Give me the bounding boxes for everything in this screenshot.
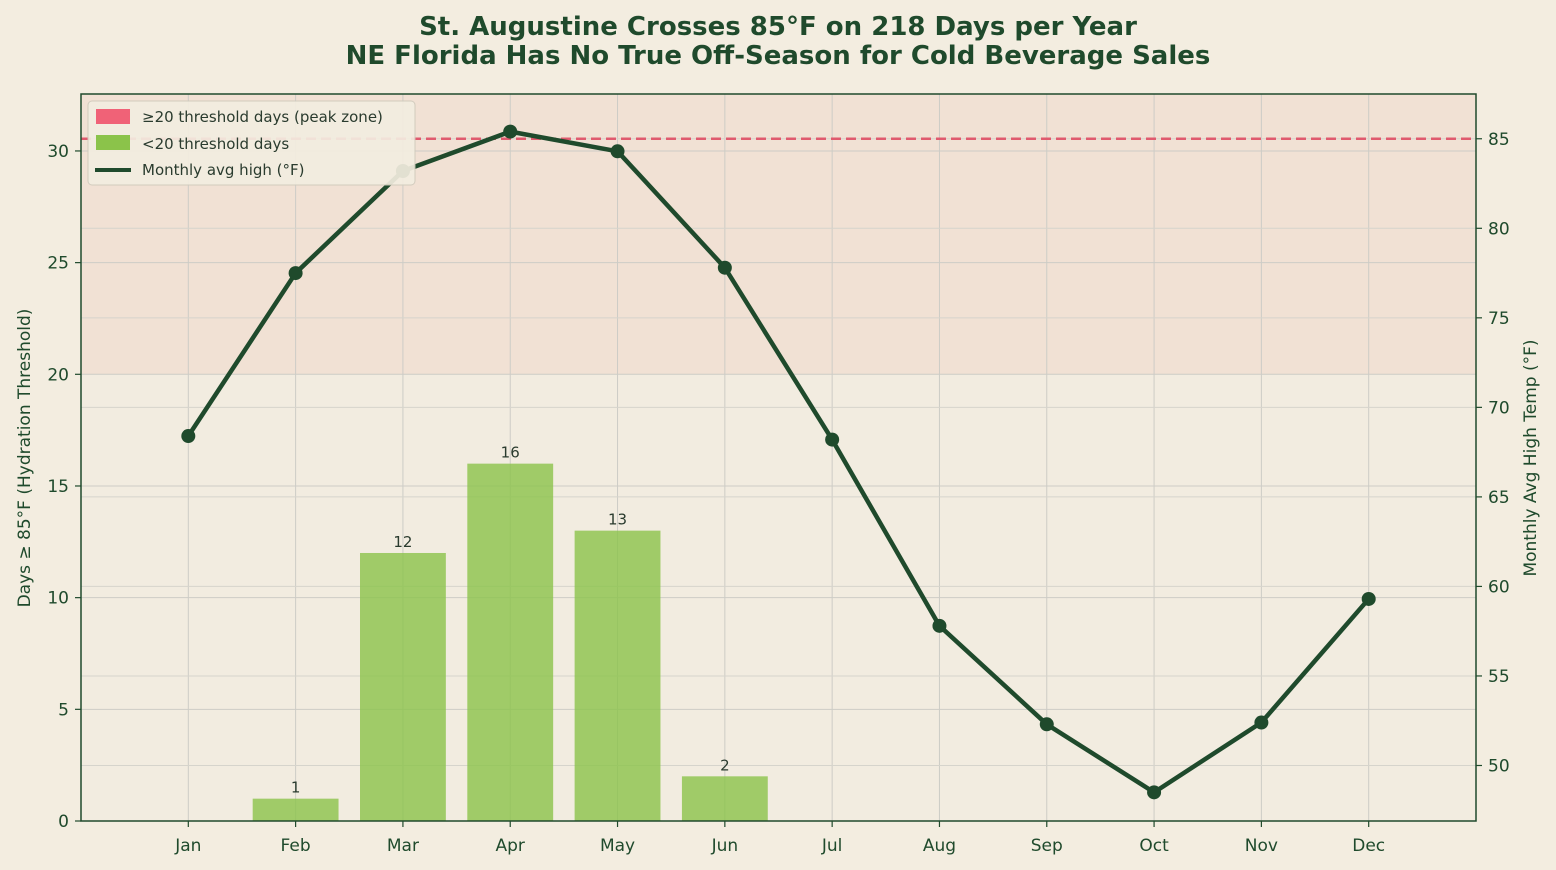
x-tick-label: Aug	[923, 836, 956, 856]
bar-value-label: 13	[608, 511, 627, 529]
temp-point	[503, 124, 518, 139]
y-axis-label: Days ≥ 85°F (Hydration Threshold)	[15, 309, 35, 608]
legend-line-label: Monthly avg high (°F)	[142, 161, 305, 179]
bars	[252, 463, 768, 821]
x-tick-label: Jul	[821, 836, 843, 856]
legend-box	[87, 100, 416, 186]
temp-point	[288, 266, 303, 281]
x-tick-label: Jun	[711, 836, 739, 856]
y-right-tick-label: 65	[1488, 488, 1510, 508]
y-right-tick-label: 85	[1488, 130, 1510, 150]
y-tick-label: 30	[47, 142, 69, 162]
y-right-tick-label: 75	[1488, 309, 1510, 329]
y-tick-label: 25	[47, 254, 69, 274]
y-right-tick-label: 80	[1488, 219, 1510, 239]
y-axis-left: 0 5 10 15 20 25 30	[47, 142, 81, 832]
temp-point	[181, 429, 196, 444]
x-tick-label: Jan	[174, 836, 201, 856]
bar	[252, 798, 339, 821]
bar	[681, 776, 768, 821]
bar-value-label: 2	[720, 756, 730, 774]
bar-value-label: 12	[393, 533, 412, 551]
bar	[467, 463, 554, 821]
temp-line	[186, 129, 1371, 795]
y-right-tick-label: 60	[1488, 577, 1510, 597]
temp-point	[1254, 715, 1269, 730]
y-axis-right-label: Monthly Avg High Temp (°F)	[1521, 339, 1541, 576]
y-tick-label: 0	[58, 812, 69, 832]
x-tick-label: May	[600, 836, 635, 856]
legend-bar-swatch	[96, 135, 130, 150]
grid	[81, 94, 1476, 822]
bar	[574, 530, 661, 821]
plot-frame	[80, 93, 1477, 822]
x-tick-label: Dec	[1352, 836, 1385, 856]
x-tick-label: Mar	[387, 836, 419, 856]
y-tick-label: 10	[47, 589, 69, 609]
x-tick-label: Oct	[1139, 836, 1169, 856]
bar-labels: 1 12 16 13 2	[291, 444, 730, 797]
bar-value-label: 1	[291, 779, 301, 797]
temp-point	[717, 260, 732, 275]
y-tick-label: 5	[58, 700, 69, 720]
bar-value-label: 16	[501, 444, 520, 462]
y-right-tick-label: 55	[1488, 667, 1510, 687]
y-axis-right: 50 55 60 65 70 75 80 85	[1476, 130, 1510, 776]
temp-point	[825, 432, 840, 447]
legend-peak-label: ≥20 threshold days (peak zone)	[142, 108, 383, 126]
chart-subtitle: NE Florida Has No True Off-Season for Co…	[346, 41, 1211, 71]
temp-point	[1039, 717, 1054, 732]
y-right-tick-label: 70	[1488, 398, 1510, 418]
x-axis: Jan Feb Mar Apr May Jun Jul Aug Sep Oct Nov Dec	[174, 821, 1385, 856]
y-tick-label: 15	[47, 477, 69, 497]
temp-point	[1147, 785, 1162, 800]
x-tick-label: Sep	[1031, 836, 1063, 856]
temp-point	[610, 144, 625, 159]
legend-peak-swatch	[96, 109, 130, 124]
bar	[360, 552, 446, 821]
temp-point	[932, 618, 947, 633]
y-tick-label: 20	[47, 365, 69, 385]
x-tick-label: Nov	[1245, 836, 1278, 856]
y-right-tick-label: 50	[1488, 756, 1510, 776]
x-tick-label: Feb	[281, 836, 311, 856]
x-tick-label: Apr	[496, 836, 525, 856]
temp-points	[181, 124, 1376, 800]
chart-title: St. Augustine Crosses 85°F on 218 Days p…	[419, 12, 1137, 42]
legend-bar-label: <20 threshold days	[142, 135, 289, 153]
temp-point	[1361, 591, 1376, 606]
legend: ≥20 threshold days (peak zone) <20 thres…	[87, 100, 416, 186]
